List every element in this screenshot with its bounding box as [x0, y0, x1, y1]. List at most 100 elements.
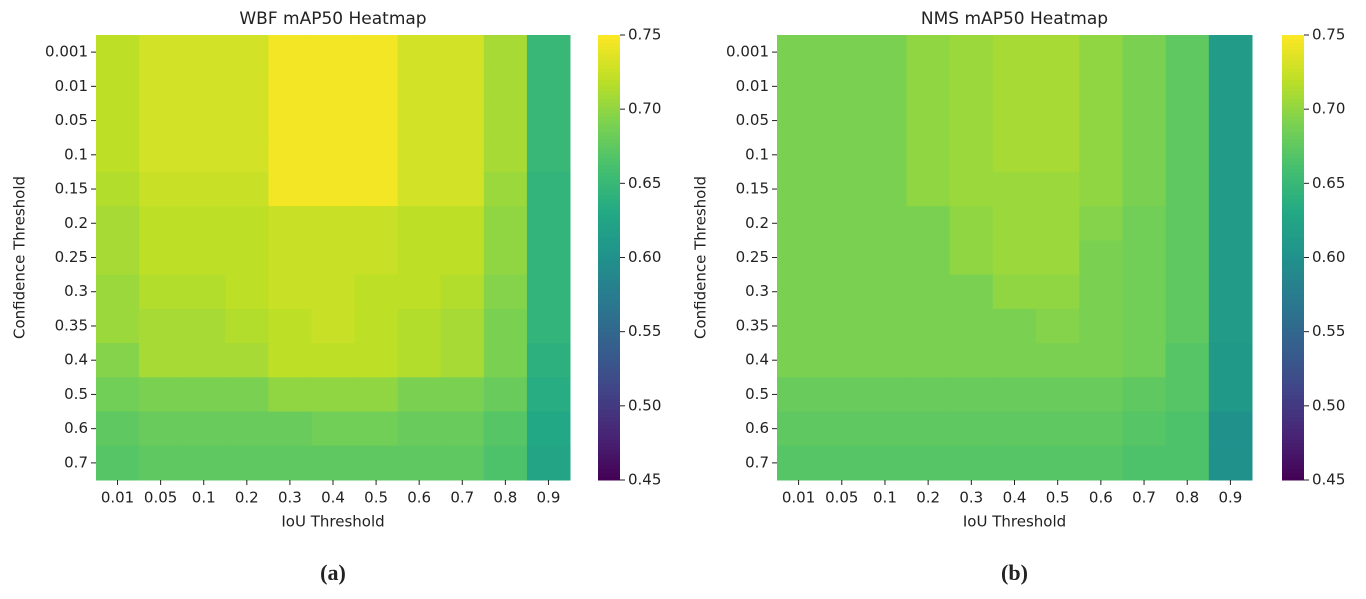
- colorbar-segment: [598, 350, 620, 355]
- heatmap-cell: [268, 103, 312, 139]
- colorbar-segment: [1282, 38, 1304, 43]
- colorbar-segment: [598, 283, 620, 288]
- heatmap-cell: [1122, 411, 1167, 447]
- heatmap-cell: [268, 411, 312, 447]
- colorbar-segment: [598, 298, 620, 303]
- colorbar-tick-label: 0.55: [628, 322, 661, 340]
- heatmap-cell: [526, 240, 571, 276]
- y-tick-label: 0.1: [64, 145, 88, 163]
- colorbar-segment: [598, 261, 620, 266]
- colorbar-segment: [1282, 446, 1304, 451]
- heatmap-cell: [440, 343, 485, 378]
- heatmap-cell: [1165, 445, 1210, 481]
- heatmap-cell: [1208, 377, 1253, 413]
- heatmap-cell: [139, 103, 183, 139]
- colorbar-segment: [598, 94, 620, 99]
- colorbar-segment: [1282, 164, 1304, 169]
- colorbar-segment: [1282, 75, 1304, 80]
- heatmap-cell: [906, 343, 951, 378]
- heatmap-cell: [397, 69, 442, 104]
- heatmap-cell: [96, 35, 140, 70]
- heatmap-cell: [483, 343, 528, 378]
- heatmap-cell: [777, 206, 821, 241]
- heatmap-cell: [1079, 103, 1123, 139]
- colorbar-segment: [598, 83, 620, 88]
- heatmap-cell: [1036, 343, 1080, 378]
- heatmap-cell: [1122, 35, 1167, 70]
- colorbar-segment: [1282, 157, 1304, 162]
- heatmap-cell: [354, 240, 399, 276]
- colorbar-tick-label: 0.50: [1312, 396, 1345, 414]
- heatmap-cell: [268, 308, 312, 344]
- colorbar-segment: [1282, 372, 1304, 377]
- heatmap-cell: [139, 445, 183, 481]
- x-axis-label: IoU Threshold: [963, 513, 1066, 531]
- heatmap-cell: [311, 171, 356, 207]
- heatmap-cell: [526, 274, 571, 310]
- colorbar-segment: [1282, 368, 1304, 373]
- heatmap-cell: [483, 308, 528, 344]
- heatmap-cell: [906, 411, 951, 447]
- colorbar-segment: [598, 60, 620, 66]
- y-tick-label: 0.15: [736, 180, 769, 198]
- colorbar-segment: [598, 57, 620, 62]
- heatmap-cell: [483, 206, 528, 241]
- heatmap-cell: [311, 411, 356, 447]
- heatmap-cell: [777, 137, 821, 173]
- colorbar-segment: [598, 324, 620, 329]
- colorbar-segment: [1282, 220, 1304, 225]
- colorbar-segment: [1282, 90, 1304, 95]
- heatmap-cell: [1079, 308, 1123, 344]
- colorbar-segment: [1282, 353, 1304, 359]
- colorbar-tick-label: 0.65: [628, 174, 661, 192]
- heatmap-cell: [863, 377, 908, 413]
- x-tick-label: 0.1: [192, 489, 216, 507]
- heatmap-cell: [225, 377, 269, 413]
- colorbar-segment: [1282, 442, 1304, 448]
- y-tick-label: 0.001: [45, 43, 88, 61]
- heatmap-cell: [949, 137, 994, 173]
- heatmap-cell: [1122, 445, 1167, 481]
- y-tick-label: 0.25: [55, 248, 88, 266]
- heatmap-cell: [96, 137, 140, 173]
- colorbar-segment: [1282, 250, 1304, 255]
- colorbar-segment: [1282, 213, 1304, 218]
- heatmap-cell: [1165, 35, 1210, 70]
- colorbar-segment: [1282, 350, 1304, 355]
- y-axis-label: Confidence Threshold: [11, 176, 29, 339]
- colorbar-segment: [598, 116, 620, 121]
- heatmap-cell: [1208, 69, 1253, 104]
- colorbar-segment: [1282, 138, 1304, 144]
- colorbar-segment: [1282, 105, 1304, 110]
- heatmap-cell: [96, 343, 140, 378]
- heatmap-cell: [526, 35, 571, 70]
- colorbar-segment: [1282, 79, 1304, 84]
- heatmap-cell: [139, 69, 183, 104]
- colorbar-segment: [598, 294, 620, 299]
- colorbar-segment: [1282, 439, 1304, 444]
- heatmap-cell: [526, 343, 571, 378]
- colorbar-segment: [1282, 112, 1304, 118]
- colorbar-segment: [1282, 376, 1304, 381]
- colorbar-segment: [598, 49, 620, 55]
- heatmap-cell: [777, 377, 821, 413]
- colorbar-segment: [1282, 72, 1304, 77]
- colorbar-segment: [598, 157, 620, 162]
- heatmap-cell: [225, 343, 269, 378]
- heatmap-cell: [1165, 343, 1210, 378]
- heatmap-cell: [397, 377, 442, 413]
- heatmap-cell: [863, 274, 908, 310]
- colorbar-segment: [598, 201, 620, 207]
- colorbar-segment: [598, 287, 620, 292]
- heatmap-cell: [820, 171, 864, 207]
- heatmap-cell: [777, 35, 821, 70]
- heatmap-cell: [1036, 103, 1080, 139]
- colorbar-segment: [1282, 161, 1304, 166]
- colorbar-segment: [1282, 416, 1304, 422]
- heatmap-cell: [354, 343, 399, 378]
- colorbar-segment: [1282, 227, 1304, 233]
- colorbar-segment: [1282, 309, 1304, 314]
- colorbar-segment: [1282, 198, 1304, 203]
- y-tick-label: 0.3: [64, 282, 88, 300]
- colorbar-segment: [598, 194, 620, 199]
